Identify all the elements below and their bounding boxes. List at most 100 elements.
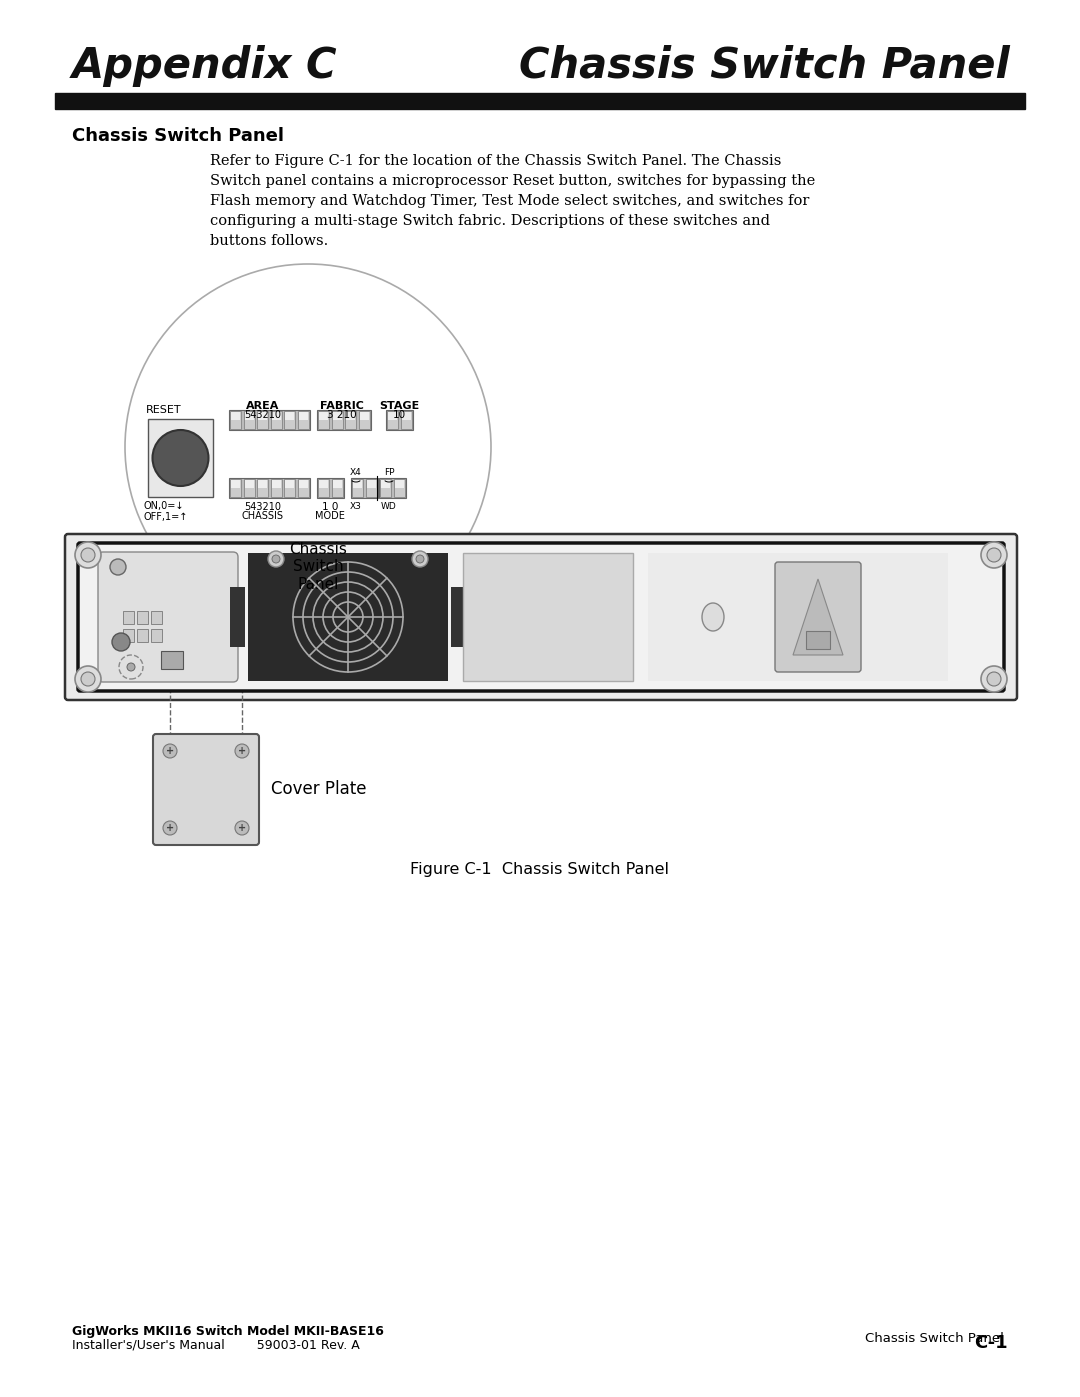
Bar (463, 553, 633, 680)
Text: +: + (238, 823, 246, 833)
Bar (319, 481, 328, 488)
Circle shape (268, 550, 284, 567)
Bar (231, 412, 240, 420)
Bar (318, 409, 370, 430)
Bar (365, 479, 377, 497)
Text: ON,0=↓: ON,0=↓ (143, 502, 184, 511)
Bar (388, 412, 397, 420)
Circle shape (110, 559, 126, 576)
Bar (123, 629, 134, 643)
Bar (285, 481, 294, 488)
Bar (298, 481, 308, 488)
Bar (243, 411, 255, 429)
Bar (270, 479, 282, 497)
FancyBboxPatch shape (78, 543, 1004, 692)
Bar (333, 481, 341, 488)
Bar (244, 481, 254, 488)
Text: Flash memory and Watchdog Timer, Test Mode select switches, and switches for: Flash memory and Watchdog Timer, Test Mo… (210, 194, 809, 208)
Text: Chassis Switch Panel: Chassis Switch Panel (865, 1331, 1008, 1345)
Circle shape (75, 542, 102, 569)
Bar (230, 411, 241, 429)
FancyBboxPatch shape (65, 534, 1017, 700)
Bar (402, 412, 410, 420)
Text: FP: FP (383, 468, 394, 476)
Text: FABRIC: FABRIC (320, 401, 364, 411)
Bar (285, 412, 294, 420)
Circle shape (125, 264, 491, 630)
Bar (359, 411, 369, 429)
Circle shape (981, 666, 1007, 692)
Bar (394, 481, 404, 488)
Text: +: + (166, 823, 174, 833)
Bar (380, 479, 391, 497)
Circle shape (112, 633, 130, 651)
Bar (284, 479, 295, 497)
Text: Switch panel contains a microprocessor Reset button, switches for bypassing the: Switch panel contains a microprocessor R… (210, 175, 815, 189)
Polygon shape (793, 578, 843, 655)
Bar (258, 481, 267, 488)
Text: configuring a multi-stage Switch fabric. Descriptions of these switches and: configuring a multi-stage Switch fabric.… (210, 214, 770, 228)
Text: AREA: AREA (246, 401, 280, 411)
Text: X4: X4 (350, 468, 362, 476)
Bar (319, 412, 328, 420)
Bar (230, 587, 245, 647)
Circle shape (987, 548, 1001, 562)
Bar (148, 419, 213, 497)
Circle shape (163, 821, 177, 835)
Bar (386, 409, 413, 430)
Text: +: + (238, 746, 246, 756)
Text: Appendix C: Appendix C (72, 45, 337, 87)
Text: +: + (166, 746, 174, 756)
Bar (318, 478, 343, 497)
Text: 1 0: 1 0 (322, 502, 338, 511)
Bar (243, 479, 255, 497)
Text: GigWorks MKII16 Switch Model MKII-BASE16: GigWorks MKII16 Switch Model MKII-BASE16 (72, 1324, 383, 1338)
Bar (137, 629, 148, 643)
Bar (381, 481, 390, 488)
Bar (352, 479, 363, 497)
Bar (806, 631, 831, 650)
Text: 543210: 543210 (244, 502, 282, 511)
Bar (231, 481, 240, 488)
Bar (55, 94, 1025, 109)
Bar (298, 412, 308, 420)
Bar (258, 412, 267, 420)
FancyBboxPatch shape (153, 733, 259, 845)
Bar (151, 610, 162, 624)
Text: X3: X3 (350, 502, 362, 511)
Text: 10: 10 (392, 409, 406, 420)
Bar (351, 478, 378, 497)
Bar (230, 479, 241, 497)
Circle shape (981, 542, 1007, 569)
Bar (451, 587, 465, 647)
Circle shape (235, 821, 249, 835)
Bar (366, 481, 376, 488)
Text: Cover Plate: Cover Plate (271, 781, 366, 799)
Ellipse shape (702, 604, 724, 631)
Bar (257, 479, 268, 497)
Text: CHASSIS: CHASSIS (242, 511, 284, 521)
Bar (137, 610, 148, 624)
Bar (229, 478, 310, 497)
Text: Chassis
Switch
Panel: Chassis Switch Panel (289, 542, 347, 592)
Bar (284, 411, 295, 429)
Circle shape (81, 548, 95, 562)
Bar (244, 412, 254, 420)
Bar (387, 411, 399, 429)
Bar (318, 479, 329, 497)
Circle shape (75, 666, 102, 692)
Bar (393, 479, 405, 497)
Text: 3 210: 3 210 (327, 409, 356, 420)
Text: Chassis Switch Panel: Chassis Switch Panel (519, 45, 1010, 87)
Bar (257, 411, 268, 429)
Bar (353, 481, 362, 488)
Bar (360, 412, 368, 420)
Bar (271, 481, 281, 488)
Text: Chassis Switch Panel: Chassis Switch Panel (72, 127, 284, 145)
Circle shape (272, 555, 280, 563)
Bar (332, 479, 342, 497)
Bar (297, 411, 309, 429)
Text: STAGE: STAGE (379, 401, 419, 411)
Bar (648, 553, 948, 680)
Text: MODE: MODE (315, 511, 345, 521)
